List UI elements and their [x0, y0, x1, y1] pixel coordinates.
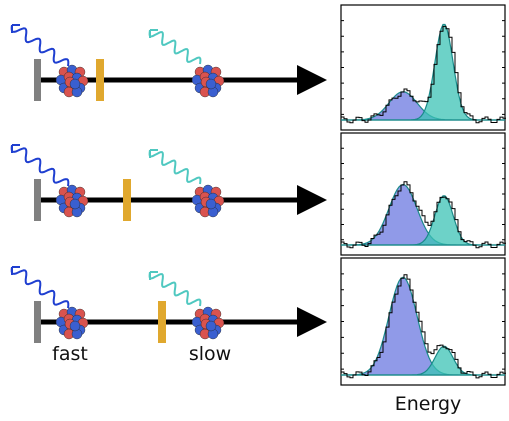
photon	[10, 144, 70, 187]
nucleon	[69, 320, 81, 332]
histogram	[341, 25, 506, 124]
photon-head	[11, 144, 20, 153]
photon	[10, 24, 70, 67]
detector	[34, 59, 41, 101]
nucleon	[205, 198, 217, 210]
peak	[341, 276, 505, 376]
peak	[341, 183, 505, 246]
schematic	[10, 24, 327, 343]
target	[158, 301, 166, 343]
target	[123, 179, 131, 221]
nucleon	[205, 78, 217, 90]
peak	[341, 345, 505, 376]
photon	[148, 271, 202, 307]
photon	[10, 266, 70, 309]
x-axis-label: Energy	[395, 393, 462, 415]
photon	[148, 29, 202, 65]
detector	[34, 301, 41, 343]
nucleon	[69, 198, 81, 210]
target	[96, 59, 104, 101]
peak	[341, 23, 505, 121]
fast-label: fast	[52, 343, 88, 365]
nucleon	[69, 78, 81, 90]
photon	[148, 149, 202, 185]
photon-head	[11, 24, 20, 33]
detector	[34, 179, 41, 221]
slow-label: slow	[189, 343, 231, 365]
photon-head	[11, 266, 20, 275]
spectra	[340, 4, 506, 386]
peak	[341, 195, 505, 246]
photon-head	[149, 149, 158, 158]
nucleon	[205, 320, 217, 332]
histogram	[341, 274, 506, 379]
photon-head	[149, 271, 158, 280]
histogram	[341, 181, 506, 249]
photon-head	[149, 29, 158, 38]
